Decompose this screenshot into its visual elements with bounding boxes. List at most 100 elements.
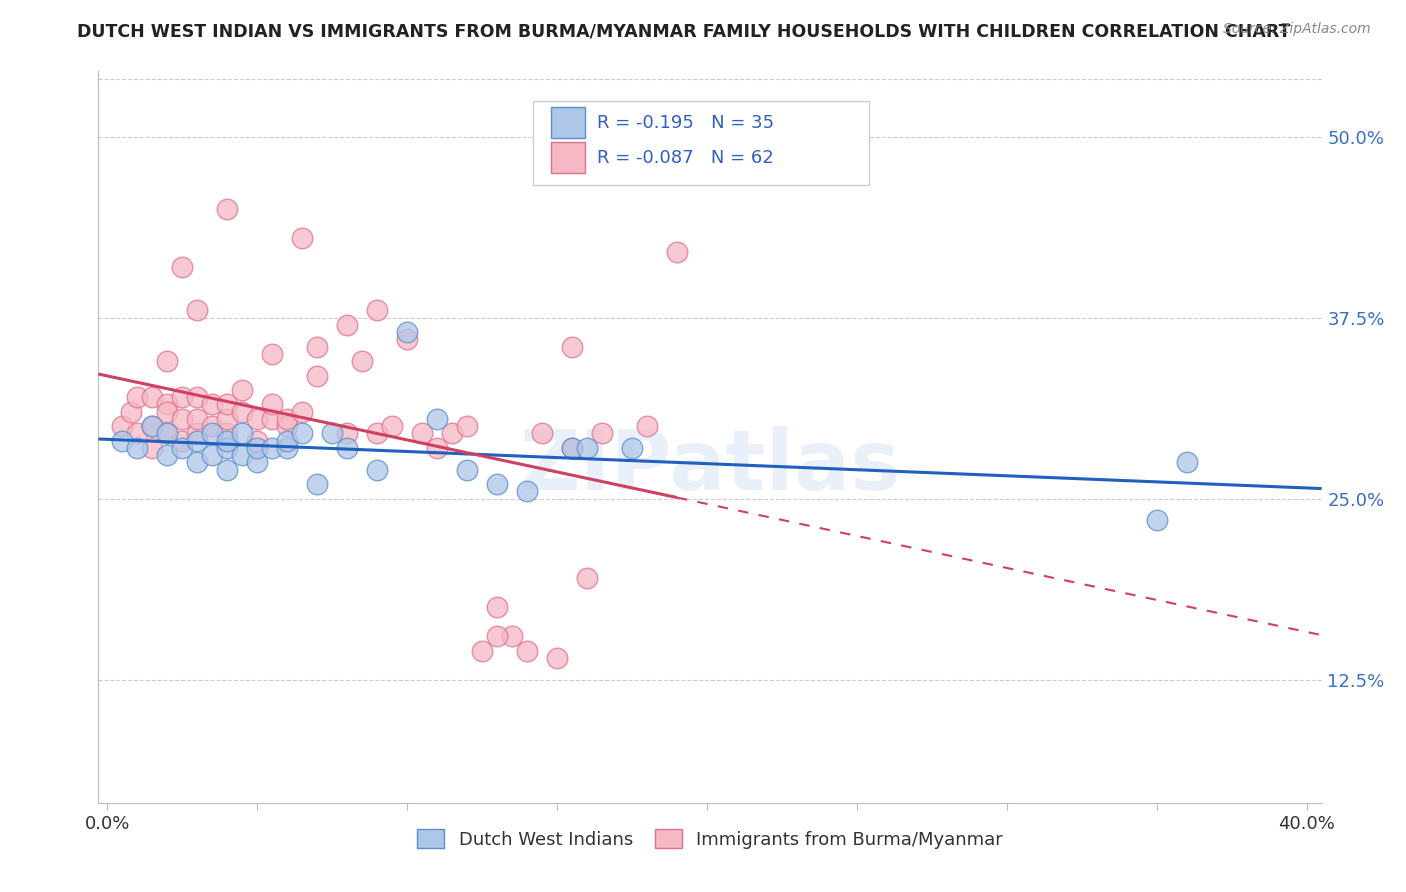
Point [276, 412, 298, 426]
Point [217, 441, 239, 455]
Point [561, 441, 583, 455]
Point [336, 441, 359, 455]
Point [262, 412, 284, 426]
Point [217, 426, 239, 441]
Point [172, 434, 194, 448]
Point [172, 260, 194, 274]
Point [666, 245, 689, 260]
Point [426, 441, 449, 455]
Point [201, 397, 224, 411]
Point [516, 644, 538, 658]
Point [111, 419, 134, 434]
Point [591, 426, 613, 441]
Point [516, 484, 538, 499]
Point [217, 202, 239, 216]
Bar [551, 143, 585, 173]
Point [141, 419, 163, 434]
Point [411, 426, 433, 441]
Point [217, 412, 239, 426]
Text: Source: ZipAtlas.com: Source: ZipAtlas.com [1223, 22, 1371, 37]
Point [576, 441, 599, 455]
Point [426, 412, 449, 426]
Point [636, 419, 658, 434]
Point [456, 419, 478, 434]
Point [336, 426, 359, 441]
Legend: Dutch West Indians, Immigrants from Burma/Myanmar: Dutch West Indians, Immigrants from Burm… [411, 822, 1010, 856]
Point [262, 397, 284, 411]
Point [156, 354, 179, 368]
Point [127, 390, 149, 404]
Point [276, 434, 298, 448]
Point [1146, 513, 1168, 527]
Text: DUTCH WEST INDIAN VS IMMIGRANTS FROM BURMA/MYANMAR FAMILY HOUSEHOLDS WITH CHILDR: DUTCH WEST INDIAN VS IMMIGRANTS FROM BUR… [77, 22, 1291, 40]
Point [531, 426, 554, 441]
Point [186, 426, 208, 441]
Point [246, 441, 269, 455]
Point [141, 419, 163, 434]
Point [486, 629, 509, 643]
Point [246, 455, 269, 469]
Point [127, 441, 149, 455]
Point [291, 426, 314, 441]
Point [456, 463, 478, 477]
Point [141, 390, 163, 404]
Point [231, 426, 253, 441]
Point [501, 629, 523, 643]
FancyBboxPatch shape [533, 101, 869, 185]
Point [186, 434, 208, 448]
Text: R = -0.195   N = 35: R = -0.195 N = 35 [598, 113, 775, 131]
Point [231, 448, 253, 462]
Point [231, 383, 253, 397]
Point [486, 477, 509, 491]
Point [546, 651, 568, 665]
Point [186, 390, 208, 404]
Point [111, 434, 134, 448]
Point [366, 426, 388, 441]
Point [201, 426, 224, 441]
Point [291, 231, 314, 245]
Point [321, 426, 343, 441]
Point [186, 412, 208, 426]
Text: R = -0.087   N = 62: R = -0.087 N = 62 [598, 149, 775, 167]
Point [172, 390, 194, 404]
Text: ZIPatlas: ZIPatlas [520, 425, 900, 507]
Point [561, 441, 583, 455]
Point [276, 419, 298, 434]
Point [381, 419, 404, 434]
Point [127, 426, 149, 441]
Point [336, 318, 359, 332]
Point [201, 448, 224, 462]
Point [486, 600, 509, 615]
Point [217, 463, 239, 477]
Point [276, 441, 298, 455]
Point [1175, 455, 1198, 469]
Point [396, 332, 419, 346]
Point [246, 412, 269, 426]
Point [141, 441, 163, 455]
Point [186, 303, 208, 318]
Point [217, 434, 239, 448]
Point [576, 571, 599, 585]
Point [156, 397, 179, 411]
Point [396, 325, 419, 339]
Point [307, 477, 329, 491]
Point [217, 397, 239, 411]
Point [172, 412, 194, 426]
Point [156, 426, 179, 441]
Point [156, 448, 179, 462]
Point [621, 441, 644, 455]
Point [231, 405, 253, 419]
Point [307, 368, 329, 383]
Point [262, 441, 284, 455]
Point [561, 340, 583, 354]
Point [172, 441, 194, 455]
Bar [551, 107, 585, 138]
Point [471, 644, 494, 658]
Point [366, 463, 388, 477]
Point [441, 426, 464, 441]
Point [262, 347, 284, 361]
Point [366, 303, 388, 318]
Point [186, 455, 208, 469]
Point [291, 405, 314, 419]
Point [120, 405, 142, 419]
